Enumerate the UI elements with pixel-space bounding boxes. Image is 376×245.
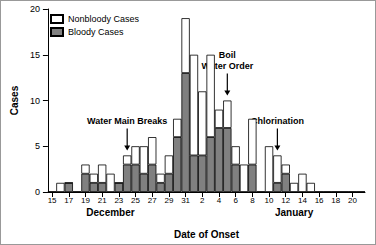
svg-text:25: 25 — [131, 196, 140, 205]
svg-text:Cases: Cases — [9, 85, 20, 115]
svg-text:20: 20 — [30, 4, 40, 14]
svg-text:16: 16 — [315, 196, 324, 205]
svg-text:Water Main Breaks: Water Main Breaks — [87, 116, 167, 126]
svg-text:12: 12 — [281, 196, 290, 205]
svg-text:10: 10 — [265, 196, 274, 205]
svg-text:15: 15 — [48, 196, 57, 205]
svg-text:8: 8 — [250, 196, 255, 205]
svg-text:20: 20 — [348, 196, 357, 205]
svg-text:2: 2 — [200, 196, 205, 205]
svg-text:Chlorination: Chlorination — [251, 116, 304, 126]
svg-text:Boil: Boil — [219, 50, 236, 60]
svg-text:19: 19 — [81, 196, 90, 205]
svg-text:Bloody Cases: Bloody Cases — [68, 27, 124, 37]
svg-text:18: 18 — [331, 196, 340, 205]
svg-text:29: 29 — [164, 196, 173, 205]
svg-text:0: 0 — [35, 187, 40, 197]
svg-text:17: 17 — [64, 196, 73, 205]
svg-text:21: 21 — [98, 196, 107, 205]
svg-text:27: 27 — [148, 196, 157, 205]
svg-text:31: 31 — [181, 196, 190, 205]
svg-text:December: December — [86, 207, 134, 218]
svg-text:Nonbloody Cases: Nonbloody Cases — [68, 14, 140, 24]
svg-text:23: 23 — [114, 196, 123, 205]
svg-text:Date of Onset: Date of Onset — [174, 229, 240, 240]
svg-text:10: 10 — [30, 96, 40, 106]
svg-text:6: 6 — [233, 196, 238, 205]
svg-text:Water Order: Water Order — [201, 61, 254, 71]
svg-text:15: 15 — [30, 50, 40, 60]
svg-text:4: 4 — [217, 196, 222, 205]
svg-text:5: 5 — [35, 141, 40, 151]
svg-text:January: January — [275, 207, 314, 218]
svg-text:14: 14 — [298, 196, 307, 205]
